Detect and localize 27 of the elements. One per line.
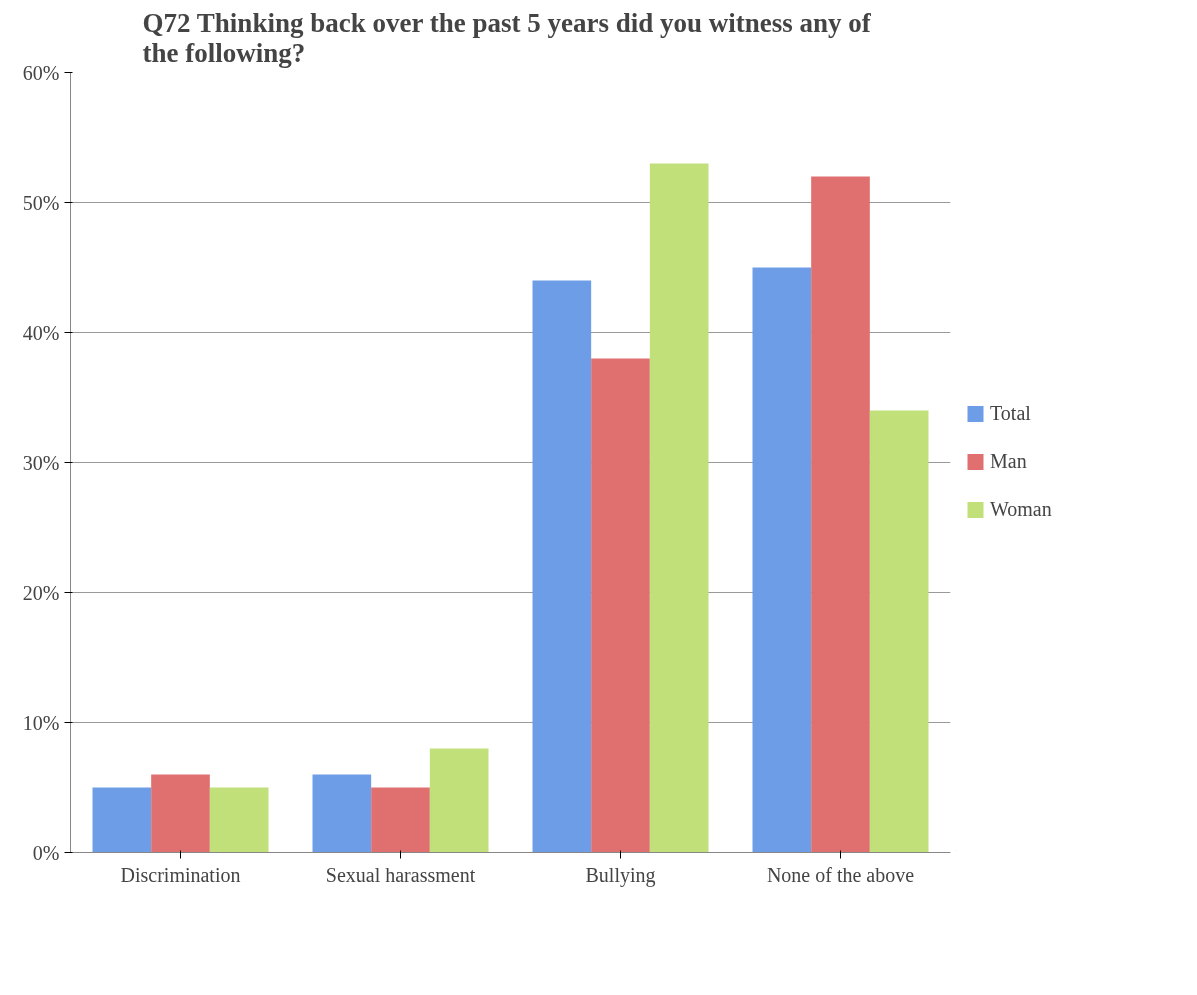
- x-tick-label: None of the above: [766, 863, 915, 886]
- legend-label: Total: [990, 401, 1031, 425]
- chart-title: Q72 Thinking back over the past 5 years did you witness any of the following?: [142, 7, 872, 68]
- y-tick-label: 10%: [22, 711, 60, 734]
- bar: [869, 410, 929, 853]
- y-tick-label: 50%: [22, 191, 60, 214]
- bar: [649, 163, 709, 853]
- bar: [752, 267, 812, 853]
- y-tick-label: 0%: [32, 841, 60, 864]
- bar: [312, 774, 372, 853]
- y-tick-label: 60%: [22, 61, 60, 84]
- bar: [151, 774, 210, 853]
- y-tick-label: 30%: [22, 451, 60, 474]
- bar: [591, 358, 650, 853]
- bar: [811, 176, 870, 853]
- y-tick-label: 40%: [22, 321, 60, 344]
- x-tick-label: Discrimination: [120, 863, 241, 886]
- bar: [92, 787, 152, 853]
- bar: [429, 748, 489, 853]
- bar: [532, 280, 592, 853]
- legend-label: Woman: [990, 497, 1052, 521]
- x-tick-label: Sexual harassment: [325, 863, 476, 886]
- legend-label: Man: [990, 449, 1027, 473]
- x-tick-label: Bullying: [585, 863, 656, 887]
- bar: [209, 787, 269, 853]
- bar: [371, 787, 430, 853]
- y-tick-label: 20%: [22, 581, 60, 604]
